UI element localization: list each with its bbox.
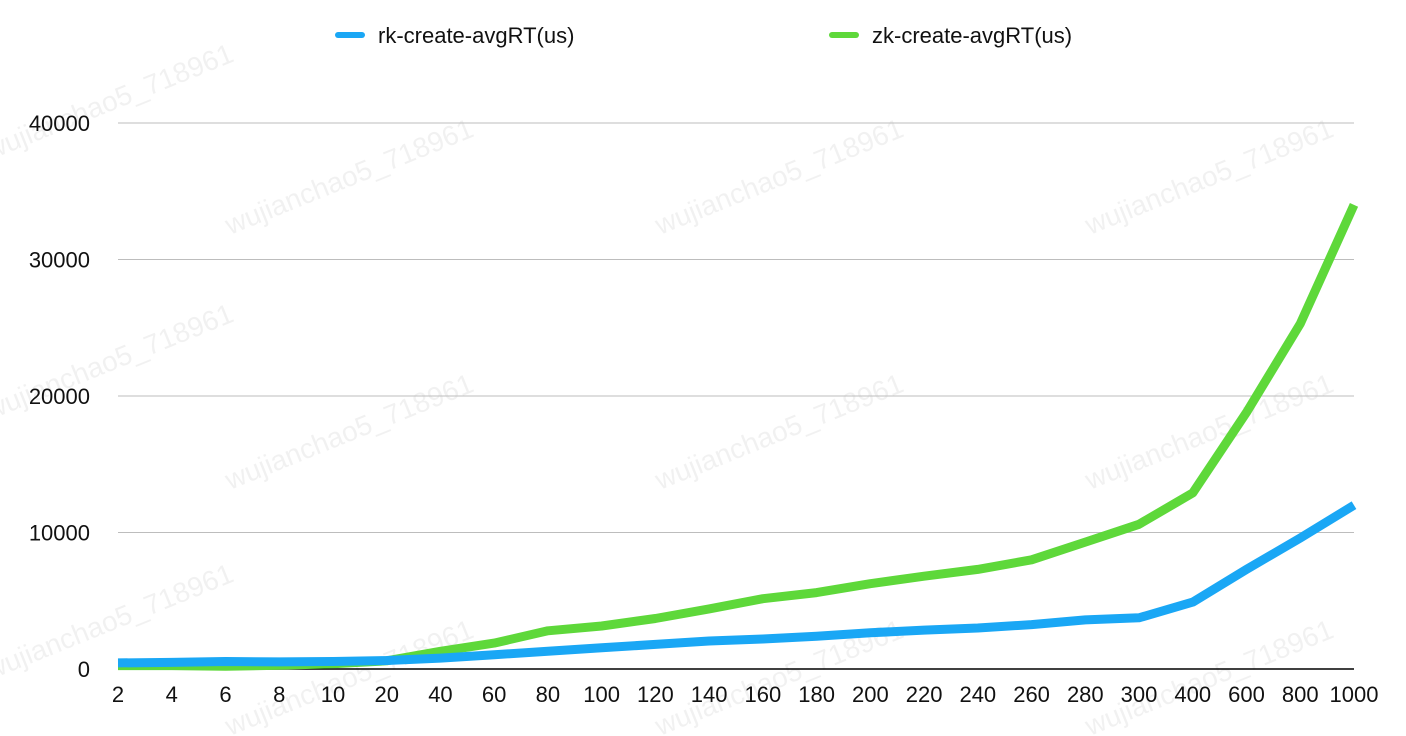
x-tick-label: 120: [637, 682, 674, 707]
watermark-text: wujianchao5_718961: [650, 368, 908, 496]
x-tick-label: 1000: [1330, 682, 1379, 707]
x-tick-label: 6: [219, 682, 231, 707]
y-axis-ticks: 0 10000 20000 30000 40000: [29, 111, 90, 682]
series-line-rk-create-avgRT(us): [117, 501, 1357, 668]
x-tick-label: 2: [112, 682, 124, 707]
watermark-text: wujianchao5_718961: [0, 38, 238, 166]
x-tick-label: 600: [1228, 682, 1265, 707]
x-tick-label: 800: [1282, 682, 1319, 707]
gridlines: [118, 122, 1354, 670]
watermark-text: wujianchao5_718961: [220, 113, 478, 241]
watermark-text: wujianchao5_718961: [650, 113, 908, 241]
x-tick-label: 160: [745, 682, 782, 707]
x-axis-ticks: 2 4 6 8 10 20 40 60 80 100 120 140 160 180 200 220 240 26…: [112, 682, 1379, 707]
x-tick-label: 220: [906, 682, 943, 707]
series-lines: [117, 203, 1359, 671]
x-tick-label: 240: [959, 682, 996, 707]
x-tick-label: 140: [691, 682, 728, 707]
x-tick-label: 300: [1121, 682, 1158, 707]
watermark-text: wujianchao5_718961: [220, 368, 478, 496]
legend-label: zk-create-avgRT(us): [872, 23, 1072, 48]
legend: rk-create-avgRT(us) zk-create-avgRT(us): [335, 23, 1072, 48]
x-tick-label: 180: [798, 682, 835, 707]
y-tick-label: 40000: [29, 111, 90, 136]
x-tick-label: 200: [852, 682, 889, 707]
y-tick-label: 10000: [29, 521, 90, 546]
x-tick-label: 100: [583, 682, 620, 707]
y-tick-label: 0: [78, 657, 90, 682]
watermark-text: wujianchao5_718961: [1080, 113, 1338, 241]
y-tick-label: 30000: [29, 248, 90, 273]
y-tick-label: 20000: [29, 384, 90, 409]
x-tick-label: 10: [321, 682, 345, 707]
x-tick-label: 8: [273, 682, 285, 707]
watermark-text: wujianchao5_718961: [220, 614, 478, 736]
legend-label: rk-create-avgRT(us): [378, 23, 574, 48]
x-tick-label: 60: [482, 682, 506, 707]
x-tick-label: 280: [1067, 682, 1104, 707]
x-tick-label: 40: [428, 682, 452, 707]
x-tick-label: 260: [1013, 682, 1050, 707]
x-tick-label: 20: [374, 682, 398, 707]
watermark-text: wujianchao5_718961: [1080, 614, 1338, 736]
x-tick-label: 80: [536, 682, 560, 707]
x-tick-label: 4: [166, 682, 178, 707]
x-tick-label: 400: [1174, 682, 1211, 707]
watermark-layer: wujianchao5_718961 wujianchao5_718961 wuji…: [0, 38, 1338, 736]
